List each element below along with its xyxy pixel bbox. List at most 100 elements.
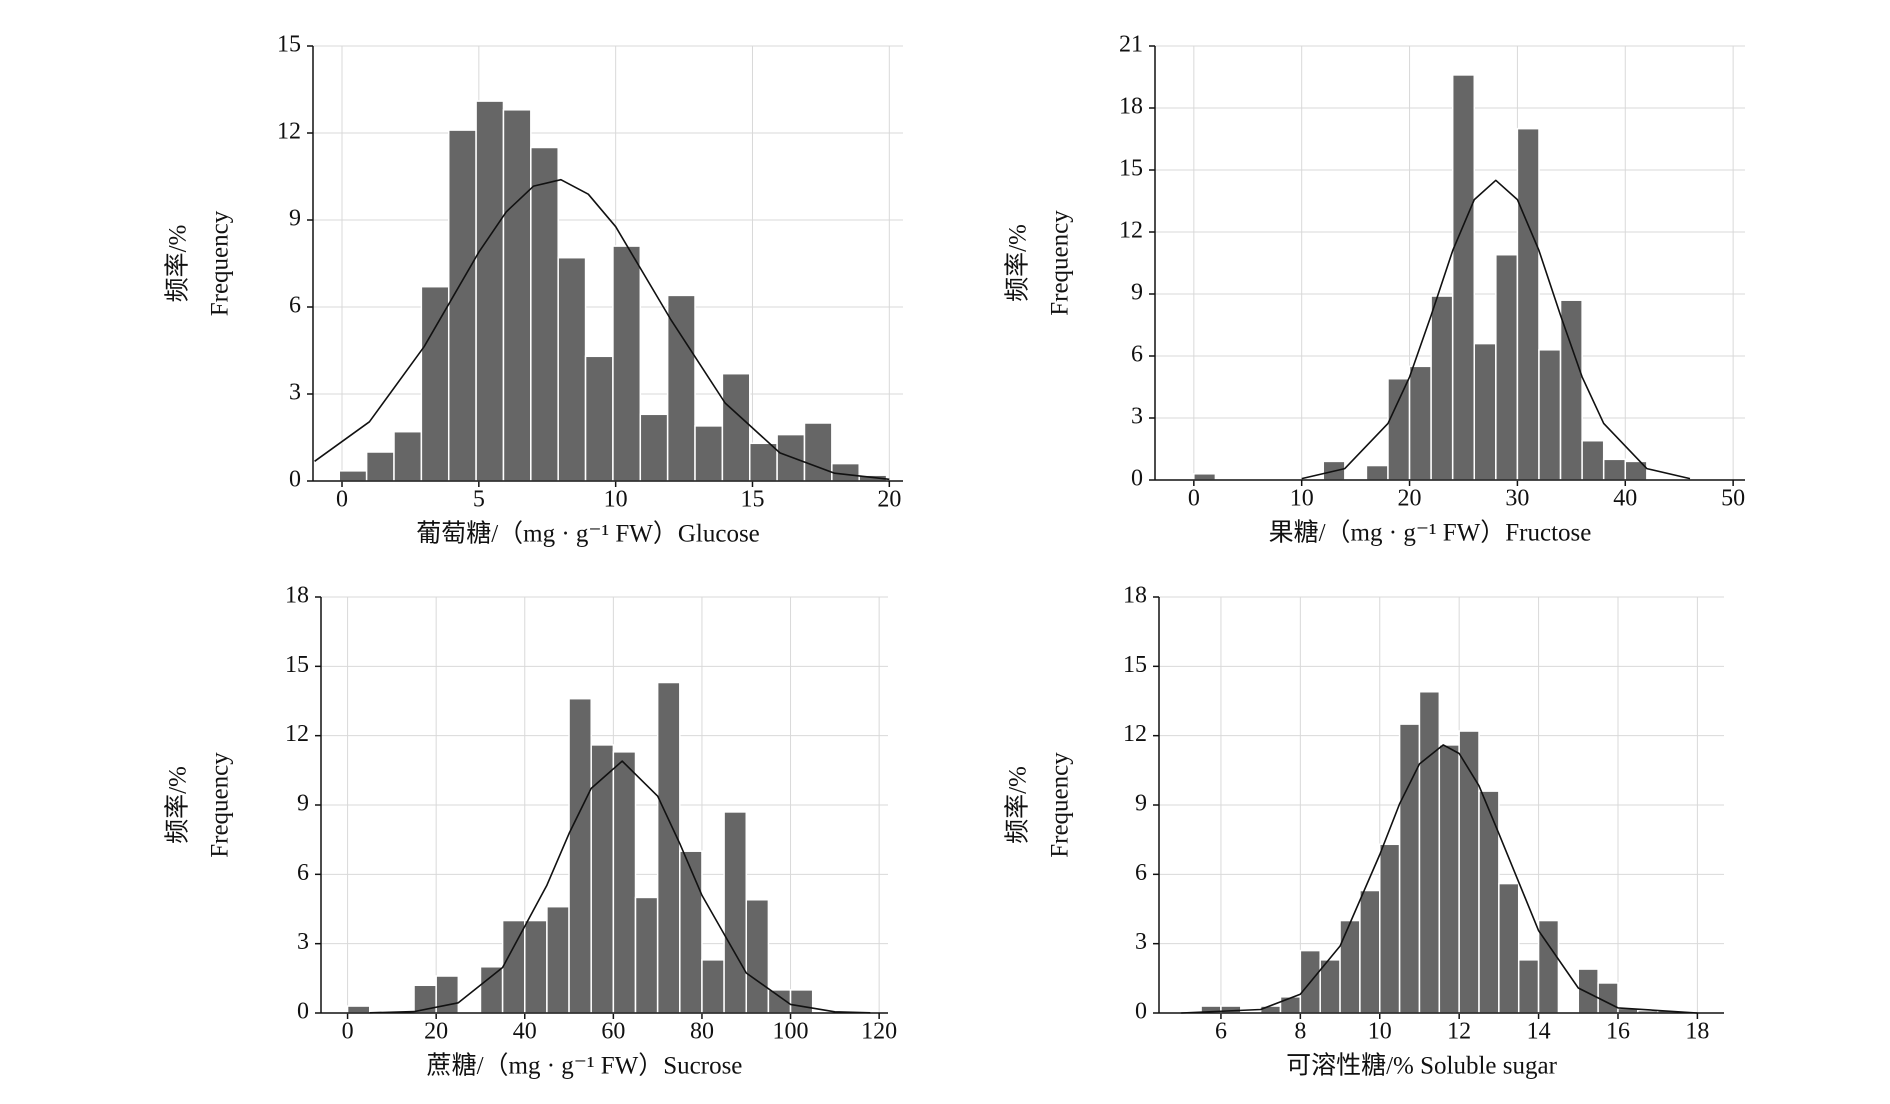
- bar: [475, 100, 505, 482]
- bar: [1597, 982, 1619, 1014]
- x-tick-label: 8: [1294, 1019, 1306, 1045]
- y-tick-label: 0: [1135, 999, 1147, 1025]
- y-tick-label: 12: [285, 721, 309, 747]
- y-tick-label: 3: [1135, 929, 1147, 955]
- bar: [524, 919, 548, 1014]
- bar: [1438, 744, 1460, 1014]
- y-tick-label: 15: [1123, 652, 1147, 678]
- x-tick-label: 20: [1398, 486, 1422, 512]
- x-tick-label: 120: [861, 1019, 897, 1045]
- bar: [393, 430, 423, 482]
- bar: [365, 451, 395, 482]
- bar: [1359, 889, 1381, 1014]
- y-tick-label: 6: [297, 860, 309, 886]
- fit-curve: [369, 760, 871, 1014]
- bar: [694, 425, 724, 482]
- bar: [1473, 342, 1497, 481]
- y-tick-label: 6: [1131, 342, 1143, 368]
- bar: [1365, 464, 1389, 481]
- x-tick-label: 40: [1613, 486, 1637, 512]
- y-axis-label: Frequency: [1047, 752, 1074, 858]
- bar: [1279, 996, 1302, 1014]
- bar: [1319, 959, 1341, 1014]
- x-tick-label: 10: [604, 487, 628, 513]
- x-tick-label: 60: [601, 1019, 625, 1045]
- y-axis-label: 频率/%: [164, 766, 192, 844]
- bar: [1559, 299, 1583, 481]
- bar: [634, 896, 659, 1014]
- bar: [338, 470, 368, 482]
- bar: [1430, 295, 1454, 481]
- bar: [701, 959, 725, 1014]
- y-axis-label: Frequency: [207, 752, 234, 858]
- y-tick-label: 12: [1123, 721, 1147, 747]
- x-tick-label: 100: [773, 1019, 809, 1045]
- x-tick-label: 0: [1188, 486, 1200, 512]
- bar: [420, 285, 450, 482]
- y-tick-label: 21: [1119, 32, 1143, 58]
- bar: [546, 905, 570, 1014]
- y-tick-label: 15: [1119, 156, 1143, 182]
- x-tick-label: 0: [342, 1019, 354, 1045]
- bar: [612, 245, 642, 482]
- x-tick-label: 15: [740, 487, 764, 513]
- x-tick-label: 50: [1721, 486, 1745, 512]
- fit-curve: [314, 178, 890, 481]
- bar: [1498, 882, 1520, 1014]
- y-tick-label: 0: [289, 467, 301, 493]
- x-tick-label: 80: [690, 1019, 714, 1045]
- bar: [1451, 74, 1476, 481]
- bar: [1577, 968, 1599, 1014]
- y-axis-label: Frequency: [207, 210, 234, 316]
- bar: [1516, 127, 1540, 481]
- bar: [1408, 365, 1432, 481]
- y-tick-label: 3: [297, 929, 309, 955]
- histogram-panel: 0 20 40 60 80 100 120 0 3 6 9 12 15 18 蔗糖/（mg · g⁻¹ FW…: [164, 583, 897, 1080]
- bar: [447, 129, 477, 482]
- bar: [435, 975, 460, 1014]
- x-tick-label: 0: [336, 487, 348, 513]
- x-tick-label: 10: [1290, 486, 1314, 512]
- y-tick-label: 9: [297, 791, 309, 817]
- bar: [749, 442, 778, 482]
- x-tick-label: 20: [877, 487, 901, 513]
- bar: [557, 256, 587, 482]
- bar: [1581, 439, 1605, 481]
- bar: [831, 462, 860, 482]
- y-tick-label: 6: [289, 293, 301, 319]
- bar: [745, 899, 770, 1014]
- x-tick-label: 18: [1685, 1019, 1709, 1045]
- y-tick-label: 18: [1123, 583, 1147, 609]
- y-tick-label: 9: [1135, 791, 1147, 817]
- bar: [568, 697, 592, 1014]
- y-tick-label: 0: [1131, 466, 1143, 492]
- y-axis-label: 频率/%: [1004, 766, 1032, 844]
- bar: [1339, 919, 1361, 1014]
- bar: [721, 372, 751, 482]
- bar: [530, 146, 559, 482]
- bar: [1458, 730, 1480, 1014]
- bar: [502, 109, 532, 482]
- y-tick-label: 15: [285, 652, 309, 678]
- histogram-panel: 0 5 10 15 20 0 3 6 9 12 15 葡萄糖/（mg · g⁻¹ FW）Glucose…: [164, 32, 903, 548]
- bar: [1379, 843, 1401, 1014]
- y-tick-label: 12: [1119, 218, 1143, 244]
- bar: [639, 413, 669, 482]
- y-axis-label: Frequency: [1047, 210, 1074, 316]
- y-tick-label: 0: [297, 999, 309, 1025]
- y-tick-label: 3: [289, 380, 301, 406]
- x-tick-label: 20: [424, 1019, 448, 1045]
- bar: [1418, 691, 1441, 1014]
- x-tick-label: 12: [1447, 1019, 1471, 1045]
- bar: [501, 919, 526, 1014]
- bar: [584, 355, 614, 482]
- bar: [656, 681, 681, 1014]
- y-tick-label: 9: [1131, 280, 1143, 306]
- x-tick-label: 5: [473, 487, 485, 513]
- bar: [679, 850, 703, 1014]
- x-tick-label: 10: [1368, 1019, 1392, 1045]
- x-tick-label: 30: [1505, 486, 1529, 512]
- bar: [1387, 377, 1411, 481]
- histogram-panel: 6 8 10 12 14 16 18 0 3 6 9 12 15 18 可溶性糖/% Soluble sug…: [1004, 583, 1724, 1080]
